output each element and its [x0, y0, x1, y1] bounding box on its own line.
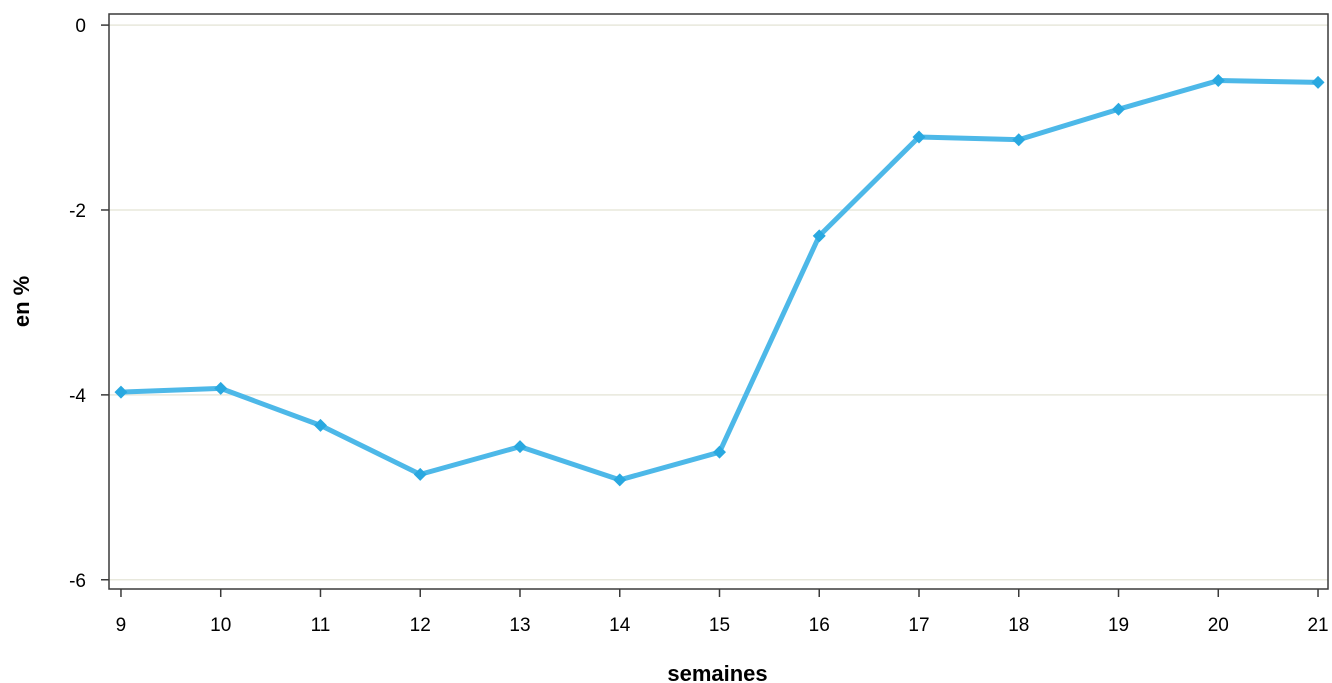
x-tick-label: 19 — [1108, 615, 1129, 636]
x-tick-label: 12 — [410, 615, 431, 636]
data-point-marker — [712, 445, 726, 459]
data-point-marker — [413, 467, 427, 481]
x-tick-label: 11 — [311, 615, 331, 636]
x-tick-label: 16 — [809, 615, 830, 636]
data-point-marker — [812, 229, 826, 243]
x-tick-label: 18 — [1008, 615, 1029, 636]
grid-lines — [109, 24, 1328, 581]
x-tick-label: 17 — [908, 615, 929, 636]
y-axis-title: en % — [9, 276, 34, 327]
data-point-marker — [1112, 102, 1126, 116]
series-line — [118, 78, 1321, 483]
data-point-marker — [114, 385, 128, 399]
x-tick-label: 9 — [116, 615, 127, 636]
data-point-marker — [513, 440, 527, 454]
data-point-marker — [613, 473, 627, 487]
y-tick-label: -2 — [69, 201, 86, 222]
data-point-marker — [313, 418, 327, 432]
y-axis: 0 -2 -4 -6 — [69, 16, 109, 592]
x-axis: 9 10 11 12 13 14 15 16 17 18 19 20 21 — [116, 589, 1329, 636]
x-tick-label: 13 — [509, 615, 530, 636]
data-point-marker — [912, 130, 926, 144]
data-point-marker — [1211, 74, 1225, 88]
x-tick-label: 14 — [609, 615, 631, 636]
y-tick-label: -4 — [69, 386, 86, 407]
y-tick-label: -6 — [69, 571, 86, 592]
x-tick-label: 20 — [1208, 615, 1229, 636]
y-tick-label: 0 — [75, 16, 86, 37]
x-tick-label: 21 — [1307, 615, 1328, 636]
data-point-marker — [1311, 75, 1325, 89]
x-tick-label: 10 — [210, 615, 231, 636]
plot-area-frame — [108, 13, 1329, 590]
data-point-marker — [1012, 133, 1026, 147]
data-point-marker — [214, 381, 228, 395]
x-axis-title: semaines — [667, 661, 767, 683]
series-group — [114, 74, 1325, 487]
x-tick-label: 15 — [709, 615, 730, 636]
